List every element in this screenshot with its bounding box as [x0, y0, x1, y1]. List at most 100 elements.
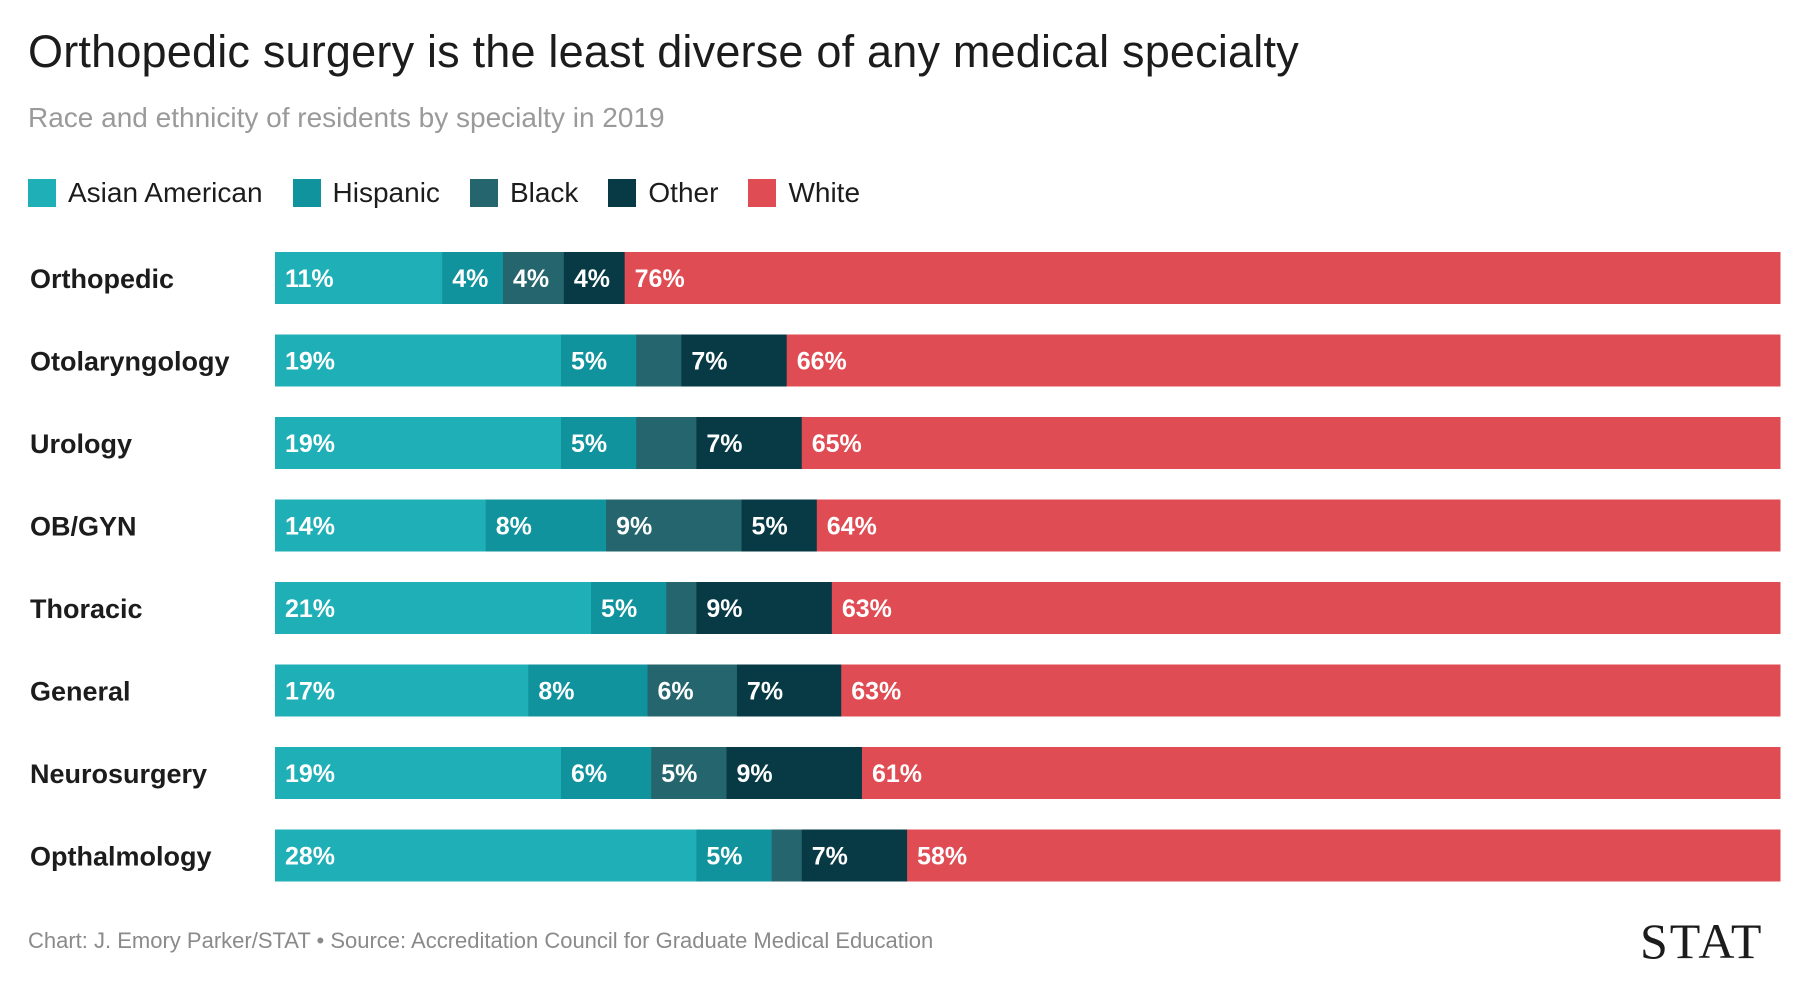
bar-segment — [666, 582, 697, 634]
bar-segment — [442, 252, 504, 304]
data-label: 17% — [285, 678, 335, 706]
data-label: 64% — [827, 513, 877, 541]
data-label: 5% — [601, 595, 637, 623]
chart-title: Orthopedic surgery is the least diverse … — [28, 26, 1299, 77]
data-label: 5% — [706, 843, 742, 871]
bar-segment — [816, 499, 1781, 552]
bar-segment — [591, 582, 667, 634]
data-label: 63% — [851, 678, 901, 706]
bar-segment — [647, 664, 738, 717]
bar-segment — [696, 582, 833, 634]
data-label: 5% — [571, 348, 607, 376]
bar-segment — [786, 334, 1781, 387]
data-label: 4% — [574, 265, 610, 293]
bar-segment — [726, 747, 863, 799]
legend-label: Hispanic — [332, 177, 440, 208]
legend-item: Black — [469, 177, 579, 209]
data-label: 9% — [737, 760, 773, 788]
data-label: 63% — [842, 595, 892, 623]
data-label: 5% — [752, 513, 788, 541]
data-label: 19% — [285, 430, 335, 458]
bar-segment — [636, 417, 697, 469]
legend-swatch — [28, 179, 56, 207]
bar-segment — [606, 499, 743, 552]
data-label: 6% — [571, 760, 607, 788]
chart-subtitle: Race and ethnicity of residents by speci… — [28, 102, 665, 133]
legend-label: Asian American — [68, 177, 263, 208]
data-label: 28% — [285, 843, 335, 871]
bar-segment — [503, 252, 565, 304]
category-label: Neurosurgery — [30, 759, 207, 789]
legend: Asian American Hispanic Black Other White — [28, 173, 890, 213]
bar-segment — [275, 334, 562, 387]
bar-segment — [560, 417, 637, 469]
category-label: Otolaryngology — [30, 347, 230, 377]
bar-segment — [528, 664, 649, 717]
stat-logo: STAT — [1640, 913, 1764, 969]
data-label: 65% — [812, 430, 862, 458]
chart-credit-source: Chart: J. Emory Parker/STAT • Source: Ac… — [28, 928, 934, 953]
category-label: Urology — [30, 429, 132, 459]
bar-segment — [275, 417, 562, 469]
data-label: 76% — [635, 265, 685, 293]
legend-swatch — [469, 179, 498, 207]
bar-segment — [696, 829, 773, 882]
bar-segment — [275, 829, 697, 882]
category-label: General — [30, 677, 131, 707]
data-label: 61% — [872, 760, 922, 788]
data-label: 7% — [812, 843, 848, 871]
data-label: 14% — [285, 513, 335, 541]
bar-segment — [741, 499, 818, 552]
bar-segment — [907, 829, 1781, 882]
legend-label: White — [788, 177, 861, 208]
bar-segment — [275, 582, 592, 634]
data-label: 9% — [616, 513, 652, 541]
bar-segment — [560, 747, 652, 799]
data-label: 4% — [452, 265, 488, 293]
legend-label: Other — [648, 177, 719, 208]
bar-segment — [275, 499, 487, 552]
bar-segment — [275, 664, 529, 717]
bar-segment — [801, 417, 1781, 469]
bar-segment — [563, 252, 626, 304]
bar-segment — [831, 582, 1781, 634]
stacked-bar-chart: Orthopedic 11% 4% 4% 4% 76% Otolaryngology 19% 5… — [30, 252, 1781, 882]
data-label: 19% — [285, 760, 335, 788]
legend-item: Hispanic — [292, 177, 440, 209]
legend-swatch — [748, 179, 777, 207]
data-label: 5% — [571, 430, 607, 458]
legend-item: White — [748, 177, 860, 209]
bar-segment — [771, 829, 803, 882]
bar-segment — [275, 747, 562, 799]
data-label: 7% — [747, 678, 783, 706]
data-label: 7% — [706, 430, 742, 458]
bar-segment — [560, 334, 637, 387]
data-label: 19% — [285, 348, 335, 376]
data-label: 66% — [797, 348, 847, 376]
data-label: 8% — [538, 678, 574, 706]
data-label: 58% — [917, 843, 967, 871]
category-label: Thoracic — [30, 594, 143, 624]
bar-segment — [681, 334, 788, 387]
category-label: Orthopedic — [30, 264, 174, 294]
bar-segment — [841, 664, 1781, 717]
legend-swatch — [608, 179, 637, 207]
data-label: 9% — [706, 595, 742, 623]
bar-segment — [275, 252, 443, 304]
data-label: 7% — [691, 348, 727, 376]
data-label: 5% — [661, 760, 697, 788]
bar-segment — [624, 252, 1781, 304]
legend-item: Asian American — [28, 177, 263, 209]
data-label: 6% — [658, 678, 694, 706]
data-label: 11% — [285, 265, 334, 293]
bar-segment — [696, 417, 803, 469]
bar-segment — [801, 829, 908, 882]
data-label: 21% — [285, 595, 335, 623]
category-label: Opthalmology — [30, 842, 212, 872]
data-label: 4% — [513, 265, 549, 293]
bar-segment — [736, 664, 842, 717]
legend-label: Black — [509, 177, 579, 208]
bar-segment — [485, 499, 607, 552]
bar-segment — [636, 334, 682, 387]
legend-item: Other — [608, 177, 718, 209]
